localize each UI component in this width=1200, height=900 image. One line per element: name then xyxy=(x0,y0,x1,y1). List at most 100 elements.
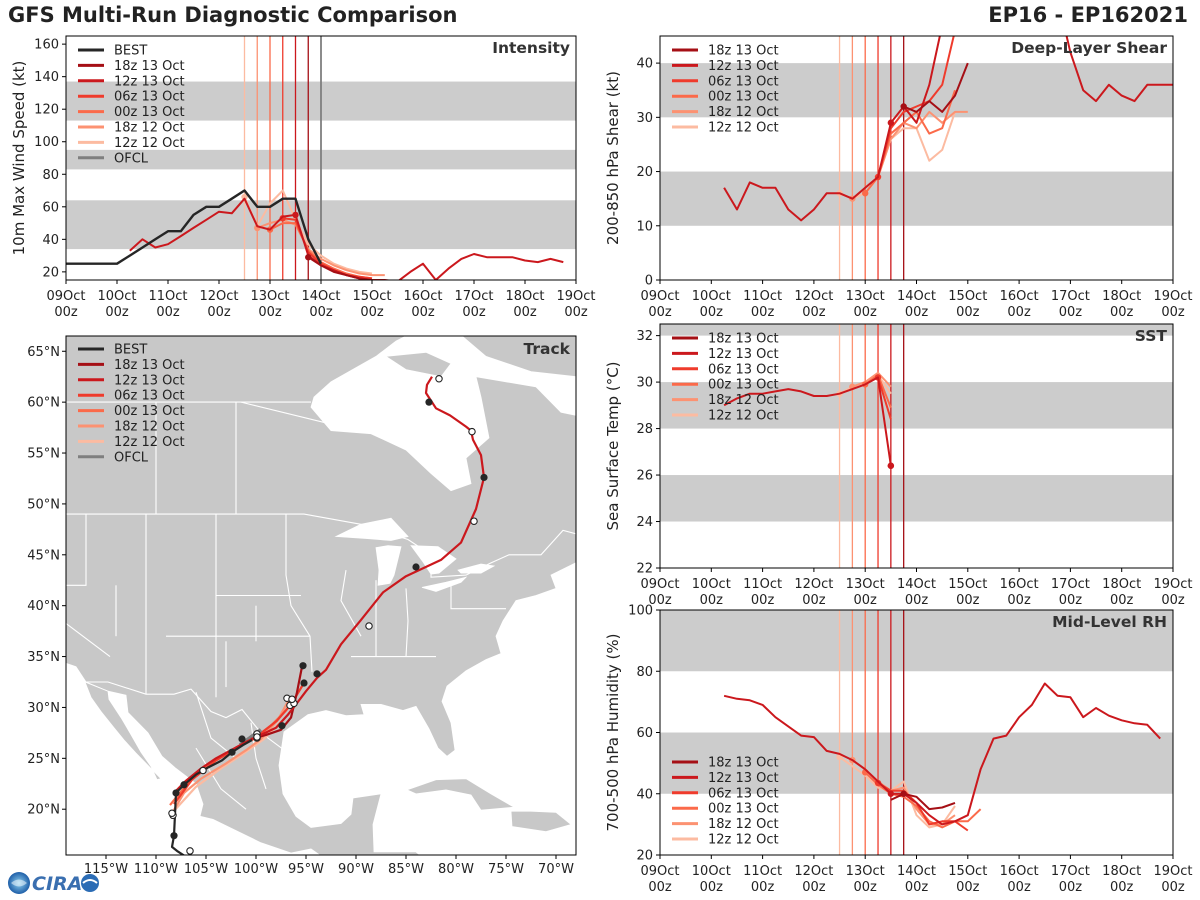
shear-xtick-hour: 00z xyxy=(802,305,826,320)
track-day-marker-12z-13-oct xyxy=(253,733,261,741)
sst-legend-label-12z-12-oct: 12z 12 Oct xyxy=(708,409,779,424)
intensity-xtick-hour: 00z xyxy=(258,305,282,320)
shear-xtick-hour: 00z xyxy=(648,305,672,320)
shear-xtick-day: 19Oct xyxy=(1153,289,1192,304)
shear-title: Deep-Layer Shear xyxy=(1011,39,1167,57)
intensity-legend-label-12z-12-oct: 12z 12 Oct xyxy=(114,136,185,151)
shear-series-12z-12-oct xyxy=(839,111,956,200)
rh-legend-label-18z-13-oct: 18z 13 Oct xyxy=(708,756,779,771)
rh-start-point-06z-13-oct xyxy=(874,779,882,787)
rh-ytick-label: 40 xyxy=(636,787,653,802)
rh-xtick-day: 18Oct xyxy=(1102,864,1141,879)
intensity-xtick-hour: 00z xyxy=(564,305,588,320)
rh-legend-label-06z-13-oct: 06z 13 Oct xyxy=(708,786,779,801)
intensity-xtick-day: 10Oct xyxy=(97,289,136,304)
sst-band-0 xyxy=(660,475,1173,522)
shear-xtick-day: 13Oct xyxy=(846,289,885,304)
sst-panel: 22242628303209Oct00z10Oct00z11Oct00z12Oc… xyxy=(604,323,1193,608)
shear-start-point-12z-13-oct xyxy=(887,119,895,126)
intensity-xtick-hour: 00z xyxy=(309,305,333,320)
shear-ytick-label: 30 xyxy=(636,111,653,126)
track-frame xyxy=(65,335,577,856)
rh-xtick-hour: 00z xyxy=(956,880,980,895)
hispaniola-land xyxy=(510,810,572,833)
track-line-12z-13-oct xyxy=(173,376,486,794)
intensity-xtick-day: 14Oct xyxy=(301,289,340,304)
page-title: GFS Multi-Run Diagnostic Comparison xyxy=(8,3,458,27)
sst-xtick-hour: 00z xyxy=(1110,593,1134,608)
sst-xtick-day: 18Oct xyxy=(1102,577,1141,592)
admin-boundary-14 xyxy=(66,514,87,586)
cira-logo: CIRA xyxy=(8,872,99,895)
shear-ylabel: 200-850 hPa Shear (kt) xyxy=(604,71,622,245)
intensity-xtick-day: 09Oct xyxy=(46,289,85,304)
rh-xtick-day: 10Oct xyxy=(692,864,731,879)
intensity-legend-label-best: BEST xyxy=(114,44,147,59)
rh-xtick-hour: 00z xyxy=(1161,880,1185,895)
sst-legend-label-12z-13-oct: 12z 13 Oct xyxy=(708,347,779,362)
north-america-land xyxy=(66,336,576,855)
track-ytick-label: 35°N xyxy=(27,650,60,665)
intensity-ytick-label: 160 xyxy=(34,38,59,53)
intensity-series-12z-12-oct xyxy=(243,189,373,275)
intensity-xtick-day: 17Oct xyxy=(454,289,493,304)
track-day-marker-12z-13-oct xyxy=(468,427,476,436)
shear-xtick-day: 14Oct xyxy=(897,289,936,304)
track-legend-label-ofcl: OFCL xyxy=(114,450,149,465)
track-ytick-label: 60°N xyxy=(27,396,60,411)
shear-legend-label-00z-13-oct: 00z 13 Oct xyxy=(708,90,779,105)
baja-california-land xyxy=(84,681,162,781)
shear-ytick-label: 0 xyxy=(645,274,653,289)
rh-ytick-label: 80 xyxy=(636,665,653,680)
intensity-xtick-day: 13Oct xyxy=(250,289,289,304)
rh-xtick-hour: 00z xyxy=(905,880,929,895)
track-day-marker-12z-13-oct xyxy=(470,517,478,525)
shear-xtick-day: 18Oct xyxy=(1102,289,1141,304)
sst-xtick-day: 11Oct xyxy=(743,577,782,592)
rh-xtick-hour: 00z xyxy=(1059,880,1083,895)
track-legend-label-18z-13-oct: 18z 13 Oct xyxy=(114,358,185,373)
intensity-series-best xyxy=(66,189,323,265)
sst-xtick-day: 14Oct xyxy=(897,577,936,592)
us-canada-border xyxy=(66,513,576,578)
storm-id-label: EP16 - EP162021 xyxy=(988,3,1188,27)
sst-xtick-day: 13Oct xyxy=(846,577,885,592)
sst-xtick-day: 10Oct xyxy=(692,577,731,592)
intensity-legend-label-18z-12-oct: 18z 12 Oct xyxy=(114,121,185,136)
track-xtick-label: 70°W xyxy=(538,862,574,877)
intensity-xtick-hour: 00z xyxy=(105,305,129,320)
intensity-xtick-hour: 00z xyxy=(54,305,78,320)
sst-xtick-day: 09Oct xyxy=(640,577,679,592)
shear-series-12z-13-oct-late xyxy=(1065,36,1173,103)
intensity-xtick-hour: 00z xyxy=(207,305,231,320)
track-day-marker-best xyxy=(228,748,236,756)
intensity-ylabel: 10m Max Wind Speed (kt) xyxy=(10,61,28,256)
track-day-marker-best xyxy=(172,789,180,797)
shear-xtick-hour: 00z xyxy=(854,305,878,320)
track-ytick-label: 45°N xyxy=(27,548,60,563)
track-xtick-label: 100°W xyxy=(234,862,278,877)
track-day-marker-12z-13-oct xyxy=(412,563,420,571)
intensity-xtick-day: 18Oct xyxy=(505,289,544,304)
sst-ytick-label: 28 xyxy=(636,422,653,437)
rh-start-point-18z-13-oct xyxy=(900,790,907,797)
us-mexico-border xyxy=(85,681,284,750)
rh-panel: 2040608010009Oct00z10Oct00z11Oct00z12Oct… xyxy=(604,604,1193,896)
shear-legend-label-18z-13-oct: 18z 13 Oct xyxy=(708,44,779,59)
rh-legend-label-12z-13-oct: 12z 13 Oct xyxy=(708,771,779,786)
intensity-ytick-label: 100 xyxy=(34,135,59,150)
sst-ytick-label: 26 xyxy=(636,469,653,484)
sst-legend-label-18z-12-oct: 18z 12 Oct xyxy=(708,393,779,408)
track-ytick-label: 55°N xyxy=(27,447,60,462)
shear-xtick-day: 09Oct xyxy=(640,289,679,304)
rh-xtick-hour: 00z xyxy=(1007,880,1031,895)
intensity-ytick-label: 40 xyxy=(42,233,59,248)
track-ytick-label: 40°N xyxy=(27,599,60,614)
rh-series-12z-12-oct xyxy=(838,756,956,829)
track-panel: 115°W 110°W 105°W 100°W 95°W 90°W 85°W 80°W 75°W… xyxy=(27,335,577,877)
sst-band-1 xyxy=(660,382,1173,429)
track-day-marker-best xyxy=(199,766,207,775)
track-day-marker-best xyxy=(180,781,188,789)
sst-ytick-label: 22 xyxy=(636,562,653,577)
